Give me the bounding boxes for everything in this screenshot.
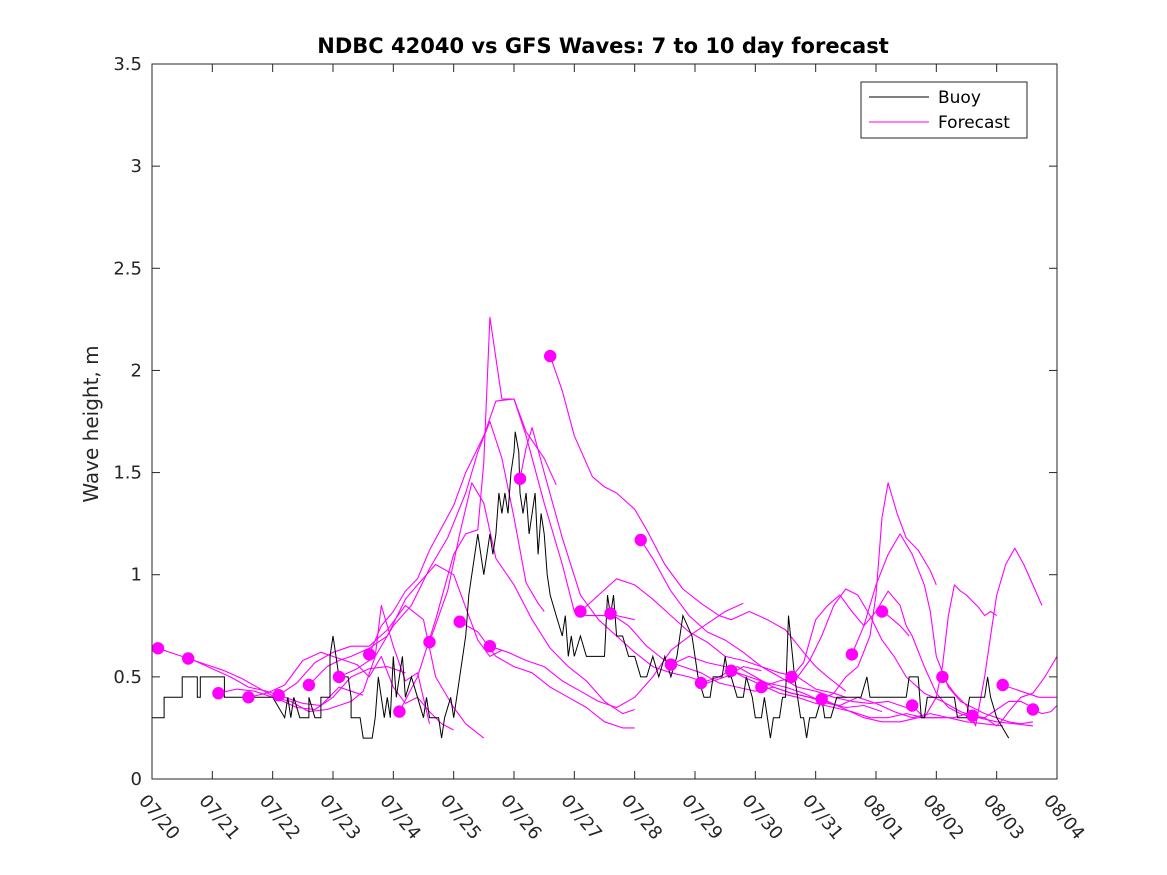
forecast-marker-17 [634, 533, 647, 547]
forecast-line-20 [731, 670, 1003, 727]
legend-box [860, 81, 1028, 139]
chart-title: NDBC 42040 vs GFS Waves: 7 to 10 day for… [317, 34, 888, 58]
forecast-line-13 [519, 427, 762, 684]
forecast-marker-20 [725, 664, 738, 677]
y-tick-label: 3.5 [113, 54, 142, 75]
axes-box [151, 63, 1058, 780]
forecast-marker-1 [151, 642, 165, 655]
forecast-line-10 [428, 482, 635, 715]
forecast-line-14 [549, 355, 847, 692]
forecast-marker-9 [393, 705, 406, 718]
y-tick-label: 2 [131, 360, 142, 381]
forecast-line-19 [700, 666, 973, 723]
y-tick-label: 1.5 [113, 463, 142, 484]
y-axis-label: Wave height, m [79, 345, 103, 502]
forecast-line-6 [308, 563, 503, 686]
forecast-line-27 [941, 547, 1043, 727]
forecast-marker-24 [845, 648, 859, 661]
legend-forecast-label: Forecast [938, 113, 1010, 133]
forecast-marker-8 [363, 648, 376, 661]
forecast-marker-19 [694, 676, 708, 690]
forecast-marker-14 [544, 349, 557, 363]
forecast-marker-25 [875, 605, 889, 618]
forecast-marker-4 [242, 691, 255, 704]
forecast-line-17 [640, 539, 913, 713]
y-tick-label: 3 [131, 156, 142, 177]
forecast-line-18 [670, 655, 943, 719]
forecast-line-15 [580, 578, 846, 698]
forecast-marker-15 [574, 605, 587, 618]
forecast-marker-12 [483, 640, 497, 653]
forecast-line-24 [851, 590, 1034, 719]
y-tick-label: 0.5 [113, 667, 142, 688]
forecast-marker-21 [755, 680, 768, 694]
plot-clip-group [152, 316, 1057, 739]
forecast-line-28 [972, 656, 1057, 727]
forecast-marker-5 [272, 689, 285, 702]
forecast-marker-3 [212, 687, 225, 700]
forecast-marker-7 [332, 670, 346, 684]
forecast-line-7 [338, 420, 545, 678]
forecast-marker-27 [936, 670, 949, 684]
y-tick-label: 1 [131, 565, 142, 586]
plot-area [151, 316, 1057, 739]
y-tick-label: 0 [131, 769, 142, 790]
forecast-marker-13 [513, 472, 527, 485]
forecast-line-9 [398, 316, 557, 712]
forecast-marker-18 [664, 658, 678, 671]
forecast-marker-29 [996, 678, 1009, 692]
forecast-marker-10 [423, 635, 436, 649]
forecast-marker-23 [815, 693, 828, 706]
forecast-marker-28 [966, 709, 979, 722]
forecast-line-5 [278, 604, 485, 739]
legend: Buoy Forecast [860, 81, 1028, 139]
forecast-marker-26 [906, 699, 919, 712]
forecast-line-23 [821, 482, 937, 700]
forecast-marker-22 [785, 670, 798, 684]
forecast-line-29 [1002, 684, 1057, 698]
forecast-marker-2 [182, 652, 195, 665]
forecast-marker-11 [453, 615, 466, 628]
forecast-line-12 [489, 602, 744, 709]
forecast-marker-30 [1026, 703, 1040, 716]
forecast-marker-16 [604, 607, 617, 620]
forecast-line-22 [791, 533, 1033, 725]
forecast-marker-6 [302, 678, 316, 692]
y-tick-label: 2.5 [113, 258, 142, 279]
legend-buoy-label: Buoy [938, 88, 981, 108]
